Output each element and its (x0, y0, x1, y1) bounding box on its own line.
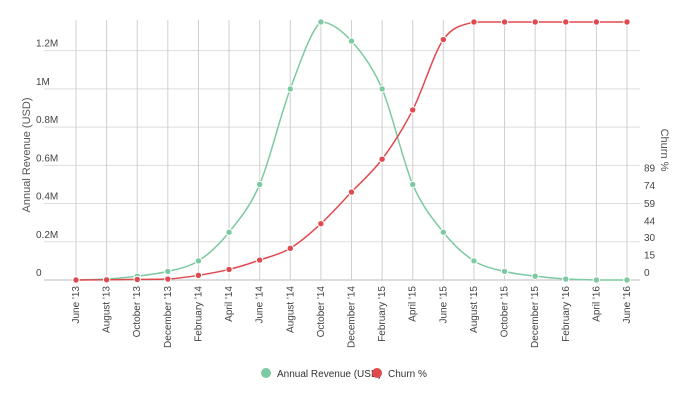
data-point-revenue[interactable] (286, 85, 294, 93)
series-revenue (72, 18, 631, 284)
legend: Annual Revenue (USD) Churn % (261, 368, 427, 380)
left-tick-label: 1M (36, 77, 50, 88)
right-tick-label: 30 (644, 233, 656, 244)
data-point-churn[interactable] (286, 244, 294, 253)
left-tick-label: 0.4M (36, 192, 58, 203)
data-point-churn[interactable] (531, 18, 539, 26)
x-tick-label: December '14 (347, 286, 358, 348)
x-tick-label: February '14 (193, 286, 204, 342)
x-tick-label: February '16 (561, 286, 572, 342)
right-tick-label: 74 (644, 181, 656, 192)
data-point-churn[interactable] (378, 155, 386, 163)
right-tick-label: 0 (644, 268, 650, 279)
right-axis-title: Churn % (658, 129, 670, 172)
data-point-churn[interactable] (500, 18, 509, 26)
data-point-churn[interactable] (194, 271, 203, 280)
left-tick-label: 0.6M (36, 153, 58, 164)
x-tick-label: June '14 (255, 286, 266, 324)
data-point-churn[interactable] (439, 35, 448, 44)
left-tick-label: 0 (36, 268, 42, 279)
x-tick-label: April '14 (224, 286, 235, 322)
right-tick-label: 89 (644, 164, 656, 175)
legend-label-churn: Churn % (388, 369, 427, 380)
data-point-churn[interactable] (102, 276, 111, 284)
x-tick-label: August '13 (102, 286, 113, 333)
left-tick-label: 1.2M (36, 39, 58, 50)
grid (44, 20, 640, 281)
x-tick-label: June '16 (622, 286, 633, 324)
data-point-revenue[interactable] (531, 272, 539, 280)
data-point-revenue[interactable] (500, 267, 509, 276)
data-point-revenue[interactable] (255, 180, 264, 189)
data-point-churn[interactable] (623, 18, 631, 26)
x-tick-label: October '14 (316, 286, 327, 338)
left-axis-title: Annual Revenue (USD) (21, 98, 33, 213)
data-point-revenue[interactable] (317, 18, 325, 26)
legend-item-revenue[interactable]: Annual Revenue (USD) (261, 368, 382, 380)
x-tick-label: December '13 (163, 286, 174, 348)
data-point-revenue[interactable] (409, 180, 417, 189)
left-tick-label: 0.8M (36, 115, 58, 126)
x-tick-label: April '15 (408, 286, 419, 322)
x-tick-label: August '14 (285, 286, 296, 333)
left-tick-label: 0.2M (36, 230, 58, 241)
data-point-revenue[interactable] (378, 85, 386, 93)
x-tick-label: August '15 (469, 286, 480, 333)
data-point-revenue[interactable] (194, 257, 203, 265)
x-tick-label: April '16 (591, 286, 602, 322)
data-point-churn[interactable] (164, 275, 172, 283)
x-tick-label: June '13 (71, 286, 82, 324)
data-point-revenue[interactable] (623, 276, 631, 284)
data-point-churn[interactable] (225, 265, 233, 274)
data-point-revenue[interactable] (164, 267, 172, 276)
data-point-churn[interactable] (562, 18, 570, 26)
x-tick-label: December '15 (530, 286, 541, 348)
x-tick-label: February '15 (377, 286, 388, 342)
right-axis-ticks: 0 15 30 44 59 74 89 (644, 164, 656, 279)
legend-swatch-revenue (261, 368, 271, 378)
legend-swatch-churn (372, 368, 382, 378)
data-point-revenue[interactable] (592, 276, 601, 284)
data-point-churn[interactable] (255, 256, 264, 264)
data-point-churn[interactable] (133, 275, 141, 284)
legend-item-churn[interactable]: Churn % (372, 368, 427, 380)
x-axis-ticks: June '13 August '13 October '13 December '1… (71, 286, 633, 348)
series (72, 18, 631, 284)
data-point-churn[interactable] (317, 220, 325, 228)
data-point-churn[interactable] (470, 18, 478, 26)
data-point-revenue[interactable] (562, 275, 570, 283)
data-point-churn[interactable] (592, 18, 601, 26)
x-tick-label: October '15 (500, 286, 511, 338)
legend-label-revenue: Annual Revenue (USD) (277, 369, 382, 380)
right-tick-label: 44 (644, 216, 656, 227)
x-tick-label: October '13 (132, 286, 143, 338)
x-tick-label: June '15 (438, 286, 449, 324)
data-point-revenue[interactable] (439, 228, 448, 236)
data-point-churn[interactable] (409, 106, 417, 114)
right-tick-label: 59 (644, 199, 656, 210)
data-point-revenue[interactable] (347, 37, 356, 45)
data-point-revenue[interactable] (225, 228, 233, 236)
right-tick-label: 15 (644, 250, 656, 261)
data-point-churn[interactable] (347, 188, 356, 196)
series-churn (72, 18, 631, 284)
left-axis-ticks: 0 0.2M 0.4M 0.6M 0.8M 1M 1.2M (36, 39, 58, 279)
data-point-revenue[interactable] (470, 257, 478, 265)
data-point-churn[interactable] (72, 276, 80, 284)
